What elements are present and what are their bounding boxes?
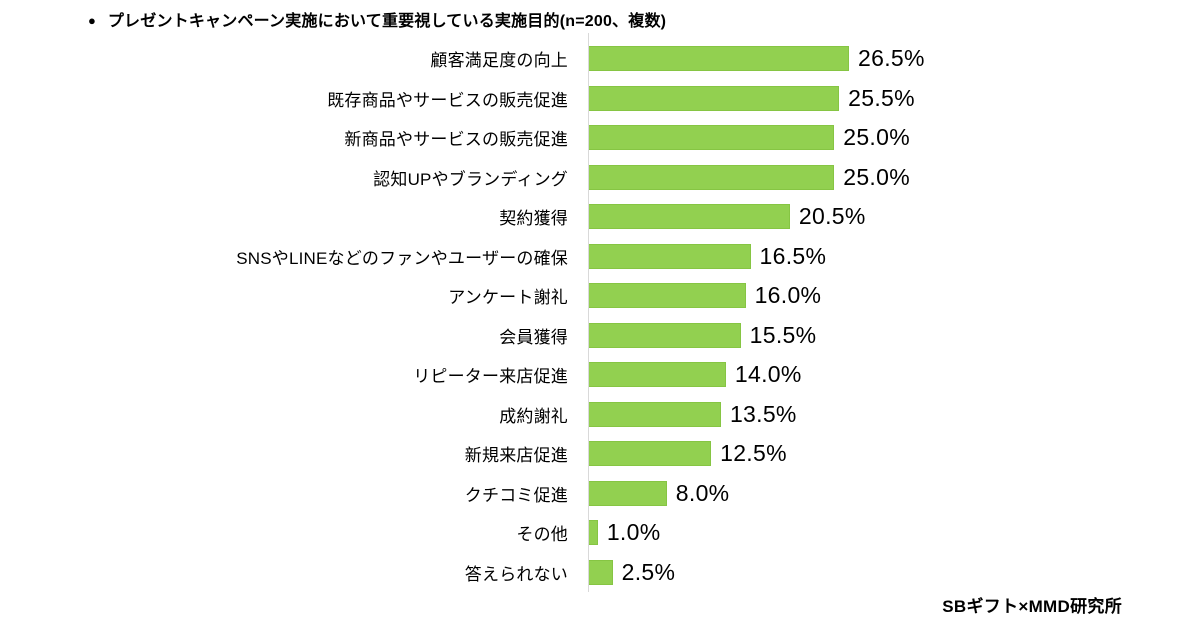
chart-row: 顧客満足度の向上 26.5% xyxy=(0,39,1200,79)
category-label: 顧客満足度の向上 xyxy=(430,51,568,71)
value-label: 25.5% xyxy=(848,84,915,111)
bar xyxy=(588,480,667,506)
value-label: 1.0% xyxy=(606,519,661,546)
bar-area: 15.5% xyxy=(588,316,816,356)
bar xyxy=(588,204,790,230)
category-label: 新規来店促進 xyxy=(464,446,568,466)
value-label: 16.0% xyxy=(754,282,822,309)
bar-area: 16.5% xyxy=(588,237,826,277)
category-label: 答えられない xyxy=(464,564,568,584)
category-label: 新商品やサービスの販売促進 xyxy=(344,130,568,150)
bar-area: 8.0% xyxy=(588,474,729,514)
bar-area: 14.0% xyxy=(588,355,802,395)
chart-row: SNSやLINEなどのファンやユーザーの確保 16.5% xyxy=(0,237,1200,277)
category-label: リピーター来店促進 xyxy=(413,367,568,387)
bar xyxy=(588,46,850,72)
bar-area: 25.5% xyxy=(588,79,915,119)
value-label: 14.0% xyxy=(734,361,802,388)
bar-area: 2.5% xyxy=(588,553,675,593)
bar-area: 26.5% xyxy=(588,39,925,79)
bar xyxy=(588,125,835,151)
chart-row: 答えられない 2.5% xyxy=(0,553,1200,593)
source-credit: SBギフト×MMD研究所 xyxy=(942,597,1122,616)
y-axis-line xyxy=(588,33,589,592)
category-label: その他 xyxy=(516,525,568,545)
bar xyxy=(588,362,726,388)
bar xyxy=(588,559,613,585)
bullet-icon: ● xyxy=(88,12,96,28)
chart-row: 新規来店促進 12.5% xyxy=(0,434,1200,474)
value-label: 26.5% xyxy=(858,45,925,72)
chart-row: 既存商品やサービスの販売促進 25.5% xyxy=(0,79,1200,119)
bar-area: 13.5% xyxy=(588,395,797,435)
value-label: 8.0% xyxy=(675,479,730,506)
bar xyxy=(588,401,721,427)
chart-row: その他 1.0% xyxy=(0,513,1200,553)
value-label: 12.5% xyxy=(720,440,787,467)
bar-chart: 顧客満足度の向上 26.5% 既存商品やサービスの販売促進 25.5% 新商品やサービス… xyxy=(0,33,1200,593)
bar-area: 20.5% xyxy=(588,197,866,237)
value-label: 2.5% xyxy=(621,558,676,585)
category-label: クチコミ促進 xyxy=(464,485,568,505)
value-label: 25.0% xyxy=(843,124,910,151)
category-label: 認知UPやブランディング xyxy=(373,169,568,189)
chart-row: 契約獲得 20.5% xyxy=(0,197,1200,237)
bar-area: 25.0% xyxy=(588,118,910,158)
value-label: 25.0% xyxy=(843,163,910,190)
bar xyxy=(588,85,840,111)
chart-row: リピーター来店促進 14.0% xyxy=(0,355,1200,395)
category-label: 会員獲得 xyxy=(499,327,568,347)
chart-title-row: ● プレゼントキャンペーン実施において重要視している実施目的(n=200、複数) xyxy=(88,7,666,31)
bar xyxy=(588,322,741,348)
value-label: 16.5% xyxy=(759,242,827,269)
bar-area: 1.0% xyxy=(588,513,660,553)
category-label: 成約謝礼 xyxy=(499,406,568,426)
category-label: 契約獲得 xyxy=(499,209,568,229)
chart-row: 成約謝礼 13.5% xyxy=(0,395,1200,435)
category-label: SNSやLINEなどのファンやユーザーの確保 xyxy=(236,248,568,268)
bar-area: 16.0% xyxy=(588,276,821,316)
value-label: 13.5% xyxy=(729,400,797,427)
chart-row: 会員獲得 15.5% xyxy=(0,316,1200,356)
category-label: アンケート謝礼 xyxy=(448,288,568,308)
category-label: 既存商品やサービスの販売促進 xyxy=(327,90,568,110)
bar xyxy=(588,520,598,546)
chart-title: プレゼントキャンペーン実施において重要視している実施目的(n=200、複数) xyxy=(107,13,667,30)
value-label: 20.5% xyxy=(798,203,866,230)
bar xyxy=(588,441,712,467)
bar-area: 25.0% xyxy=(588,158,910,198)
bar xyxy=(588,283,746,309)
bar xyxy=(588,243,751,269)
chart-row: 認知UPやブランディング 25.0% xyxy=(0,158,1200,198)
chart-row: 新商品やサービスの販売促進 25.0% xyxy=(0,118,1200,158)
value-label: 15.5% xyxy=(749,321,817,348)
bar xyxy=(588,164,835,190)
chart-row: アンケート謝礼 16.0% xyxy=(0,276,1200,316)
chart-row: クチコミ促進 8.0% xyxy=(0,474,1200,514)
bar-area: 12.5% xyxy=(588,434,787,474)
